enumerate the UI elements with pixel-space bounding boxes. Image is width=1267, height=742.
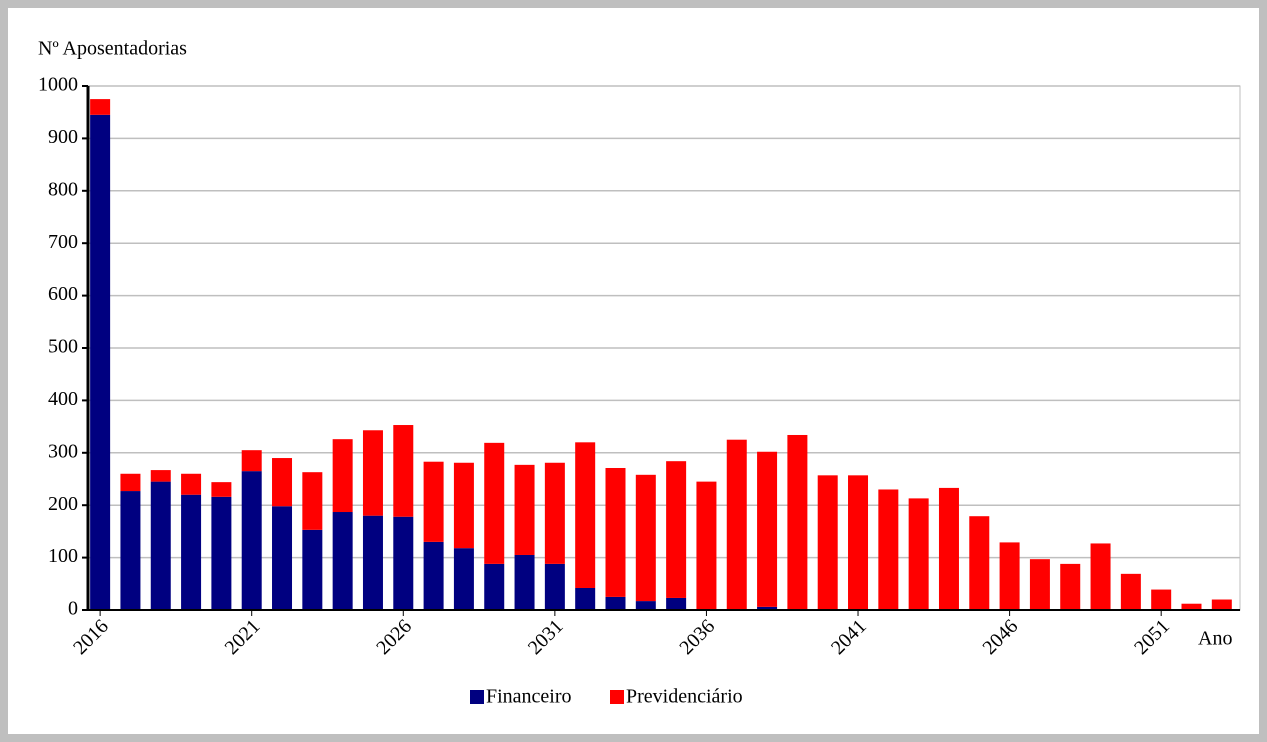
bar-segment (453, 548, 474, 610)
bar-segment (181, 473, 202, 495)
bar-segment (362, 430, 383, 516)
legend-swatch (470, 690, 484, 704)
y-tick-label: 400 (48, 388, 78, 410)
bar-segment (120, 473, 141, 492)
bar-segment (514, 554, 535, 610)
bar-segment (878, 489, 899, 610)
bar-segment (666, 597, 687, 610)
y-tick-label: 0 (68, 598, 78, 620)
bar-segment (544, 462, 565, 564)
bar-segment (817, 475, 838, 610)
bar-segment (575, 587, 596, 610)
bar-segment (241, 471, 262, 610)
bar-segment (635, 601, 656, 610)
bar-segment (150, 481, 171, 610)
bar-segment (272, 458, 293, 507)
y-tick-label: 200 (48, 493, 78, 515)
bar-segment (938, 487, 959, 610)
bar-segment (181, 494, 202, 610)
bar-segment (393, 425, 414, 517)
bar-segment (726, 439, 747, 610)
bar-segment (1120, 573, 1141, 610)
bar-segment (848, 475, 869, 610)
bar-segment (605, 596, 626, 610)
y-tick-label: 900 (48, 126, 78, 148)
bar-segment (544, 563, 565, 610)
bar-segment (908, 498, 929, 610)
bar-segment (605, 467, 626, 597)
bar-segment (1090, 543, 1111, 610)
y-tick-label: 1000 (38, 74, 78, 96)
y-tick-label: 600 (48, 283, 78, 305)
bar-segment (666, 461, 687, 598)
bar-segment (332, 439, 353, 513)
bar-segment (241, 450, 262, 472)
bar-segment (575, 442, 596, 588)
bar-segment (787, 434, 808, 610)
bar-segment (302, 529, 323, 610)
bar-segment (1181, 603, 1202, 610)
bar-segment (423, 461, 444, 542)
x-axis-title: Ano (1198, 628, 1232, 650)
bar-segment (757, 606, 778, 610)
bar-segment (90, 99, 111, 115)
bar-segment (484, 563, 505, 610)
legend-label: Financeiro (486, 686, 572, 708)
bar-segment (514, 464, 535, 555)
bar-segment (120, 491, 141, 610)
bar-segment (211, 496, 232, 610)
y-tick-label: 100 (48, 545, 78, 567)
y-axis-title: Nº Aposentadorias (38, 38, 187, 60)
bar-segment (484, 442, 505, 564)
bar-segment (393, 516, 414, 610)
y-tick-label: 300 (48, 440, 78, 462)
bar-segment (1060, 563, 1081, 610)
bar-segment (272, 506, 293, 610)
legend-swatch (610, 690, 624, 704)
bar-segment (302, 472, 323, 530)
bar-segment (1151, 589, 1172, 610)
bar-segment (757, 451, 778, 607)
bar-segment (696, 481, 717, 610)
bar-segment (332, 512, 353, 610)
bar-segment (211, 482, 232, 497)
bar-segment (1211, 599, 1232, 610)
bar-segment (635, 474, 656, 602)
bar-segment (969, 516, 990, 610)
legend-label: Previdenciário (626, 686, 743, 708)
bar-segment (423, 541, 444, 610)
bar-segment (362, 515, 383, 610)
bar-segment (999, 542, 1020, 610)
bar-segment (150, 470, 171, 482)
bar-segment (453, 462, 474, 549)
y-tick-label: 800 (48, 178, 78, 200)
y-tick-label: 500 (48, 336, 78, 358)
y-tick-label: 700 (48, 231, 78, 253)
bar-segment (90, 114, 111, 610)
bar-segment (1029, 559, 1050, 610)
